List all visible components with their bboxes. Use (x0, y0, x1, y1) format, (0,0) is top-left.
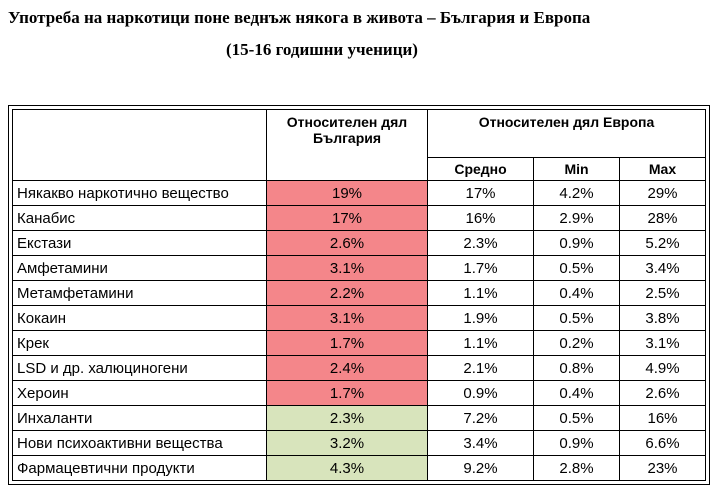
europe-min-cell: 0.5% (533, 255, 620, 281)
table-row: Кокаин 3.1% 1.9% 0.5% 3.8% (12, 305, 706, 331)
row-label: Кокаин (12, 305, 267, 331)
row-label: Инхаланти (12, 405, 267, 431)
row-label: LSD и др. халюциногени (12, 355, 267, 381)
table-row: LSD и др. халюциногени 2.4% 2.1% 0.8% 4.9% (12, 355, 706, 381)
europe-min-cell: 0.5% (533, 305, 620, 331)
europe-average-cell: 17% (427, 180, 534, 206)
europe-max-cell: 16% (619, 405, 706, 431)
row-label: Крек (12, 330, 267, 356)
europe-min-cell: 4.2% (533, 180, 620, 206)
bulgaria-value-cell: 17% (266, 205, 428, 231)
row-label: Нови психоактивни вещества (12, 430, 267, 456)
row-label: Екстази (12, 230, 267, 256)
europe-average-cell: 0.9% (427, 380, 534, 406)
europe-average-cell: 16% (427, 205, 534, 231)
table-frame: Относителен дял България Относителен дял… (8, 105, 710, 485)
bulgaria-value-cell: 2.3% (266, 405, 428, 431)
bulgaria-value-cell: 2.4% (266, 355, 428, 381)
bulgaria-value-cell: 4.3% (266, 455, 428, 481)
table-row: Хероин 1.7% 0.9% 0.4% 2.6% (12, 380, 706, 406)
europe-average-cell: 1.1% (427, 280, 534, 306)
europe-max-cell: 2.5% (619, 280, 706, 306)
row-label: Канабис (12, 205, 267, 231)
europe-max-cell: 3.1% (619, 330, 706, 356)
bulgaria-value-cell: 3.1% (266, 305, 428, 331)
table-body: Някакво наркотично вещество 19% 17% 4.2% 29%… (12, 180, 706, 481)
europe-min-cell: 0.8% (533, 355, 620, 381)
europe-max-cell: 6.6% (619, 430, 706, 456)
europe-min-cell: 2.9% (533, 205, 620, 231)
bulgaria-value-cell: 2.2% (266, 280, 428, 306)
europe-average-cell: 1.7% (427, 255, 534, 281)
header-bulgaria: Относителен дял България (266, 109, 428, 181)
europe-min-cell: 0.9% (533, 230, 620, 256)
row-label: Хероин (12, 380, 267, 406)
europe-average-cell: 7.2% (427, 405, 534, 431)
europe-average-cell: 1.9% (427, 305, 534, 331)
row-label: Някакво наркотично вещество (12, 180, 267, 206)
document-subtitle: (15-16 годишни ученици) (226, 40, 418, 59)
table-row: Инхаланти 2.3% 7.2% 0.5% 16% (12, 405, 706, 431)
table-row: Амфетамини 3.1% 1.7% 0.5% 3.4% (12, 255, 706, 281)
bulgaria-value-cell: 2.6% (266, 230, 428, 256)
table-row: Нови психоактивни вещества 3.2% 3.4% 0.9% 6.… (12, 430, 706, 456)
europe-max-cell: 28% (619, 205, 706, 231)
europe-average-cell: 2.1% (427, 355, 534, 381)
europe-average-cell: 2.3% (427, 230, 534, 256)
bulgaria-value-cell: 3.2% (266, 430, 428, 456)
europe-min-cell: 0.9% (533, 430, 620, 456)
bulgaria-value-cell: 1.7% (266, 380, 428, 406)
drug-use-table: Относителен дял България Относителен дял… (12, 109, 706, 481)
europe-max-cell: 4.9% (619, 355, 706, 381)
europe-max-cell: 3.8% (619, 305, 706, 331)
table-row: Крек 1.7% 1.1% 0.2% 3.1% (12, 330, 706, 356)
europe-min-cell: 2.8% (533, 455, 620, 481)
europe-max-cell: 29% (619, 180, 706, 206)
header-min: Min (533, 157, 620, 181)
europe-max-cell: 2.6% (619, 380, 706, 406)
header-max: Max (619, 157, 706, 181)
table-row: Екстази 2.6% 2.3% 0.9% 5.2% (12, 230, 706, 256)
europe-min-cell: 0.4% (533, 380, 620, 406)
header-europe: Относителен дял Европа (427, 109, 706, 158)
europe-max-cell: 3.4% (619, 255, 706, 281)
europe-average-cell: 3.4% (427, 430, 534, 456)
table-row: Метамфетамини 2.2% 1.1% 0.4% 2.5% (12, 280, 706, 306)
document-title: Употреба на наркотици поне веднъж някога… (8, 8, 591, 27)
europe-average-cell: 9.2% (427, 455, 534, 481)
row-label: Фармацевтични продукти (12, 455, 267, 481)
bulgaria-value-cell: 19% (266, 180, 428, 206)
corner-header-cell (12, 109, 267, 181)
header-average: Средно (427, 157, 534, 181)
europe-min-cell: 0.5% (533, 405, 620, 431)
europe-average-cell: 1.1% (427, 330, 534, 356)
europe-max-cell: 23% (619, 455, 706, 481)
bulgaria-value-cell: 3.1% (266, 255, 428, 281)
bulgaria-value-cell: 1.7% (266, 330, 428, 356)
table-row: Някакво наркотично вещество 19% 17% 4.2% 29% (12, 180, 706, 206)
row-label: Метамфетамини (12, 280, 267, 306)
europe-min-cell: 0.2% (533, 330, 620, 356)
europe-max-cell: 5.2% (619, 230, 706, 256)
row-label: Амфетамини (12, 255, 267, 281)
table-row: Канабис 17% 16% 2.9% 28% (12, 205, 706, 231)
table-row: Фармацевтични продукти 4.3% 9.2% 2.8% 23% (12, 455, 706, 481)
europe-min-cell: 0.4% (533, 280, 620, 306)
